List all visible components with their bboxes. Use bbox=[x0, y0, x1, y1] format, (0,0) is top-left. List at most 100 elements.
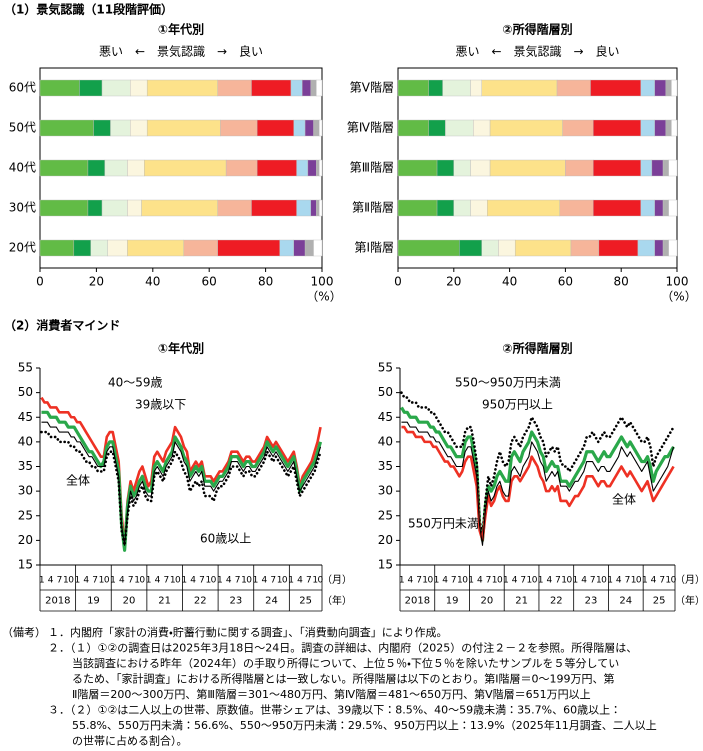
month-label: 4 bbox=[261, 576, 267, 586]
bar-segment bbox=[146, 79, 218, 97]
month-label: 4 bbox=[155, 576, 161, 586]
month-label: 10 bbox=[596, 576, 607, 586]
bar-segment bbox=[590, 79, 641, 97]
bar-segment bbox=[87, 159, 106, 177]
month-label: 1 bbox=[74, 576, 79, 586]
bar-segment bbox=[290, 79, 303, 97]
month-label: 4 bbox=[83, 576, 89, 586]
bar-segment bbox=[397, 159, 438, 177]
year-label: 19 bbox=[87, 596, 100, 607]
x-unit: （%） bbox=[661, 290, 696, 304]
month-label: 1 bbox=[573, 576, 578, 586]
bar-segment bbox=[654, 79, 667, 97]
y-tick-label: 15 bbox=[18, 558, 33, 572]
year-label: 23 bbox=[585, 596, 598, 607]
bar-segment bbox=[668, 199, 678, 217]
bar-segment bbox=[489, 119, 563, 137]
year-label: 22 bbox=[194, 596, 207, 607]
month-label: 4 bbox=[651, 576, 657, 586]
bar-segment bbox=[127, 159, 145, 177]
bar-segment bbox=[397, 239, 460, 257]
bar-segment bbox=[39, 199, 89, 217]
note-line: の世帯に占める割合）。 bbox=[72, 734, 188, 748]
series-label: 39歳以下 bbox=[135, 398, 186, 412]
bar-segment bbox=[562, 119, 594, 137]
month-label: 7 bbox=[486, 576, 491, 586]
month-label: 10 bbox=[665, 576, 676, 586]
bar-segment bbox=[640, 199, 655, 217]
bar-segment bbox=[107, 239, 128, 257]
note-line: ２．（１）①②の調査日は2025年3月18日～24日。調査の詳細は、内閣府（20… bbox=[48, 641, 637, 655]
bar-segment bbox=[73, 239, 91, 257]
bar-segment bbox=[310, 199, 317, 217]
bar-segment bbox=[127, 199, 142, 217]
series-label: 550～950万円未満 bbox=[455, 376, 561, 390]
x-unit: （月） bbox=[322, 574, 352, 586]
bar-segment bbox=[671, 119, 678, 137]
bar-segment bbox=[598, 239, 639, 257]
bar-segment bbox=[39, 79, 80, 97]
notes-label: （備考） bbox=[2, 626, 46, 639]
bar-segment bbox=[640, 79, 655, 97]
row-label: 20代 bbox=[9, 241, 36, 255]
bar-segment bbox=[110, 119, 131, 137]
bar-segment bbox=[130, 79, 148, 97]
year-unit: （年） bbox=[322, 594, 352, 607]
bar-segment bbox=[217, 199, 252, 217]
bar-segment bbox=[217, 79, 252, 97]
month-label: 4 bbox=[226, 576, 232, 586]
year-label: 25 bbox=[653, 596, 666, 607]
y-tick-label: 30 bbox=[378, 484, 393, 498]
month-label: 1 bbox=[110, 576, 115, 586]
bar-segment bbox=[487, 199, 561, 217]
bar-segment bbox=[39, 159, 89, 177]
bar-segment bbox=[251, 79, 292, 97]
note-line: 当該調査における昨年（2024年）の手取り所得について、上位５％・下位５％を除い… bbox=[72, 656, 619, 670]
year-label: 25 bbox=[299, 596, 312, 607]
bar-segment bbox=[453, 159, 471, 177]
month-label: 7 bbox=[57, 576, 62, 586]
y-tick-label: 25 bbox=[378, 508, 393, 522]
month-label: 4 bbox=[616, 576, 622, 586]
row-label: 第Ⅴ階層 bbox=[350, 81, 394, 95]
month-label: 10 bbox=[457, 576, 468, 586]
bar-segment bbox=[279, 239, 295, 257]
row-label: 第Ⅱ階層 bbox=[352, 201, 394, 215]
bar-segment bbox=[316, 159, 320, 177]
y-tick-label: 55 bbox=[18, 361, 33, 375]
bar-segment bbox=[296, 159, 309, 177]
bar-segment bbox=[256, 159, 297, 177]
bar-segment bbox=[593, 159, 641, 177]
month-label: 4 bbox=[48, 576, 54, 586]
bar-segment bbox=[662, 159, 669, 177]
y-tick-label: 20 bbox=[18, 533, 33, 547]
bar-segment bbox=[470, 159, 491, 177]
month-label: 4 bbox=[512, 576, 518, 586]
series-line bbox=[401, 425, 675, 542]
y-tick-label: 45 bbox=[18, 410, 33, 424]
year-label: 21 bbox=[158, 596, 171, 607]
series-label: 全体 bbox=[66, 474, 90, 488]
bar-segment bbox=[489, 159, 566, 177]
month-label: 10 bbox=[99, 576, 110, 586]
bar-segment bbox=[220, 119, 258, 137]
month-label: 10 bbox=[526, 576, 537, 586]
bar-segment bbox=[183, 239, 218, 257]
bar-segment bbox=[79, 79, 103, 97]
x-unit: （%） bbox=[306, 290, 341, 304]
month-label: 4 bbox=[581, 576, 587, 586]
bar-segment bbox=[593, 199, 641, 217]
bar-segment bbox=[397, 119, 429, 137]
series-label: 60歳以上 bbox=[200, 532, 251, 546]
series-label: 全体 bbox=[612, 493, 636, 507]
y-tick-label: 15 bbox=[378, 558, 393, 572]
bar-segment bbox=[445, 119, 474, 137]
bar-segment bbox=[565, 159, 594, 177]
bar-segment bbox=[318, 199, 323, 217]
bar-segment bbox=[470, 199, 488, 217]
month-label: 7 bbox=[306, 576, 311, 586]
series-line bbox=[400, 406, 675, 542]
month-label: 4 bbox=[546, 576, 552, 586]
month-label: 10 bbox=[631, 576, 642, 586]
